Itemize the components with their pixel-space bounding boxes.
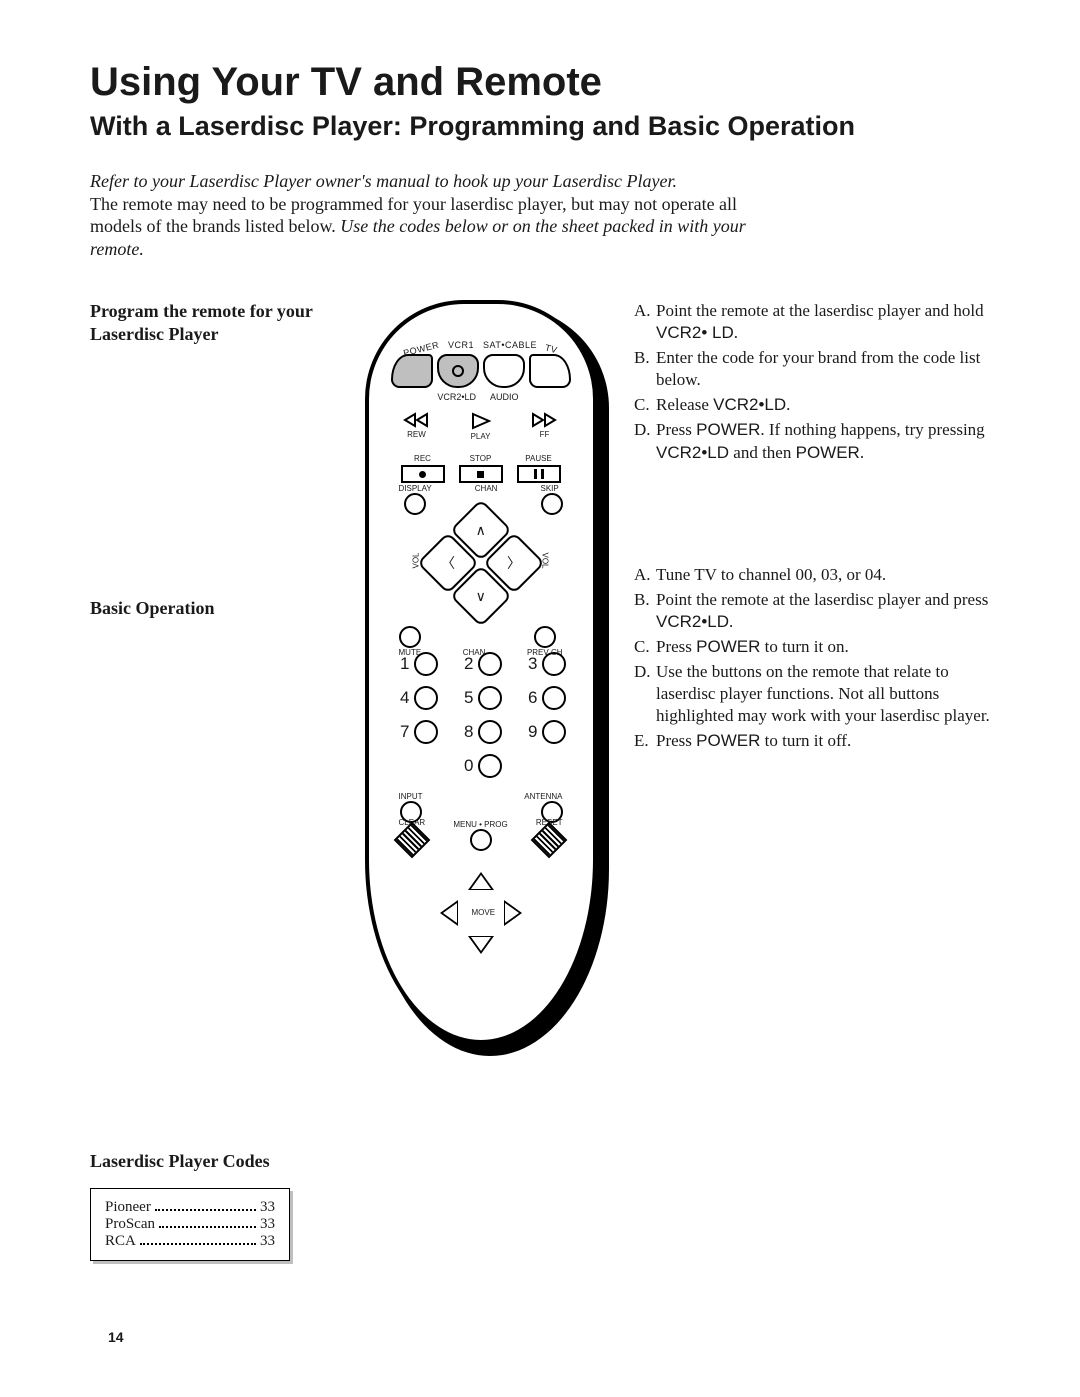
code-row: Pioneer 33	[105, 1199, 275, 1216]
program-steps: A.Point the remote at the laserdisc play…	[634, 300, 990, 464]
code-value: 33	[260, 1233, 275, 1250]
bstep-b: Point the remote at the laserdisc player…	[656, 589, 990, 633]
menu-prog-button: MENU • PROG	[453, 820, 507, 851]
intro-plain-1: The remote may need to be programmed for…	[90, 194, 630, 214]
rec-button: REC	[401, 454, 445, 483]
code-row: RCA 33	[105, 1233, 275, 1250]
stop-button: STOP	[459, 454, 503, 483]
tv-button	[529, 354, 571, 388]
remote-illustration: POWER VCR1 SAT•CABLE TV VCR2•LD AUDIO	[365, 300, 605, 1261]
move-down-icon	[468, 936, 494, 954]
number-pad: 1 2 3 4 5 6 7 8 9 0	[369, 652, 593, 788]
program-heading: Program the remote for your Laserdisc Pl…	[90, 300, 335, 347]
ff-button: FF	[525, 412, 565, 441]
move-pad: MOVE	[440, 872, 522, 954]
move-right-icon	[504, 900, 522, 926]
intro-italic-1: Refer to your Laserdisc Player owner's m…	[90, 171, 677, 191]
lbl-audio: AUDIO	[482, 392, 527, 402]
bstep-d: Use the buttons on the remote that relat…	[656, 661, 990, 727]
step-d: Press POWER. If nothing happens, try pre…	[656, 419, 990, 463]
page-number: 14	[108, 1329, 124, 1345]
intro-paragraph: Refer to your Laserdisc Player owner's m…	[90, 170, 750, 260]
code-brand: ProScan	[105, 1216, 155, 1233]
move-up-icon	[468, 872, 494, 890]
step-a: Point the remote at the laserdisc player…	[656, 300, 990, 344]
step-b: Enter the code for your brand from the c…	[656, 347, 990, 391]
basic-op-steps: A.Tune TV to channel 00, 03, or 04. B.Po…	[634, 564, 990, 753]
bstep-a: Tune TV to channel 00, 03, or 04.	[656, 564, 886, 586]
code-value: 33	[260, 1216, 275, 1233]
leader-dots	[159, 1226, 256, 1228]
bstep-c: Press POWER to turn it on.	[656, 636, 849, 658]
lbl-vcr2ld: VCR2•LD	[434, 392, 479, 402]
codes-heading: Laserdisc Player Codes	[90, 1150, 335, 1173]
clear-button: CLEAR	[399, 818, 426, 853]
move-left-icon	[440, 900, 458, 926]
dpad: ∧ ∨ 〈 〉 VOL VOL	[426, 508, 536, 618]
code-value: 33	[260, 1199, 275, 1216]
page-title: Using Your TV and Remote	[90, 60, 990, 105]
codes-table: Pioneer 33 ProScan 33 RCA 33	[90, 1188, 290, 1261]
play-button: PLAY	[461, 412, 501, 441]
basic-op-heading: Basic Operation	[90, 597, 335, 620]
page-subtitle: With a Laserdisc Player: Programming and…	[90, 111, 990, 142]
rew-button: REW	[397, 412, 437, 441]
bstep-e: Press POWER to turn it off.	[656, 730, 851, 752]
leader-dots	[140, 1243, 256, 1245]
code-brand: RCA	[105, 1233, 136, 1250]
code-brand: Pioneer	[105, 1199, 151, 1216]
power-button	[391, 354, 433, 388]
code-row: ProScan 33	[105, 1216, 275, 1233]
lbl-vcr1: VCR1	[448, 340, 474, 350]
lbl-satcable: SAT•CABLE	[483, 340, 537, 350]
pause-button: PAUSE	[517, 454, 561, 483]
satcable-button	[483, 354, 525, 388]
reset-button: RESET	[536, 818, 563, 853]
vcr1-button	[437, 354, 479, 388]
skip-button: SKIP	[541, 484, 563, 515]
lbl-chan: CHAN	[475, 484, 498, 493]
leader-dots	[155, 1209, 256, 1211]
step-c: Release VCR2•LD.	[656, 394, 790, 416]
